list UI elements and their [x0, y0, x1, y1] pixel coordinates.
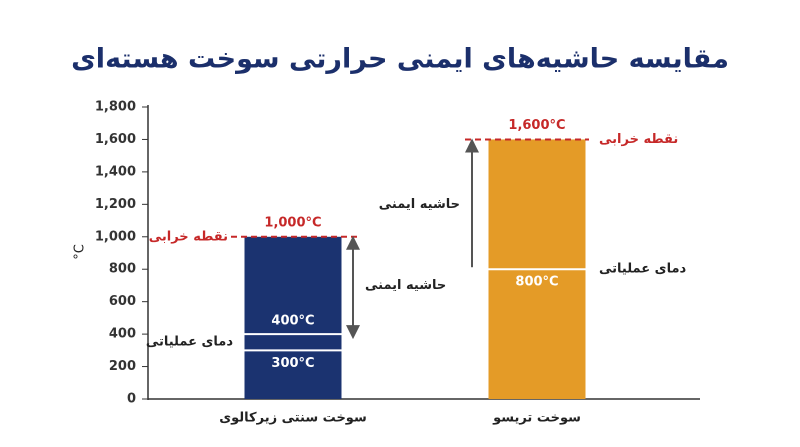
- y-tick-label: 1,000: [95, 229, 136, 244]
- y-axis-label: °C: [73, 244, 88, 260]
- operating-label: دمای عملیاتی: [146, 335, 233, 350]
- y-tick-label: 0: [127, 392, 136, 407]
- y-tick-label: 1,600: [95, 132, 136, 147]
- value-label: 1,000°C: [264, 215, 321, 230]
- operating-value-label: 400°C: [271, 314, 314, 329]
- failure-label: نقطه خرابی: [599, 132, 678, 147]
- failure-label: نقطه خرابی: [149, 229, 228, 244]
- operating-value-label: 800°C: [515, 275, 558, 290]
- y-tick-label: 1,400: [95, 164, 136, 179]
- operating-value-label: 300°C: [271, 356, 314, 371]
- margin-label: حاشیه ایمنی: [365, 278, 446, 293]
- bar: [244, 236, 342, 399]
- operating-label: دمای عملیاتی: [599, 262, 686, 277]
- margin-label: حاشیه ایمنی: [379, 197, 460, 212]
- x-tick-label: سوخت سنتی زیرکالوی: [219, 411, 367, 426]
- y-tick-label: 200: [109, 359, 136, 374]
- value-label: 1,600°C: [508, 118, 565, 133]
- chart-title: مقایسه حاشیه‌های ایمنی حرارتی سوخت هسته‌…: [71, 44, 729, 75]
- y-tick-label: 800: [109, 262, 136, 277]
- y-tick-label: 1,800: [95, 100, 136, 115]
- y-tick-label: 1,200: [95, 197, 136, 212]
- y-tick-label: 600: [109, 294, 136, 309]
- x-tick-label: سوخت تریسو: [492, 411, 581, 426]
- y-tick-label: 400: [109, 327, 136, 342]
